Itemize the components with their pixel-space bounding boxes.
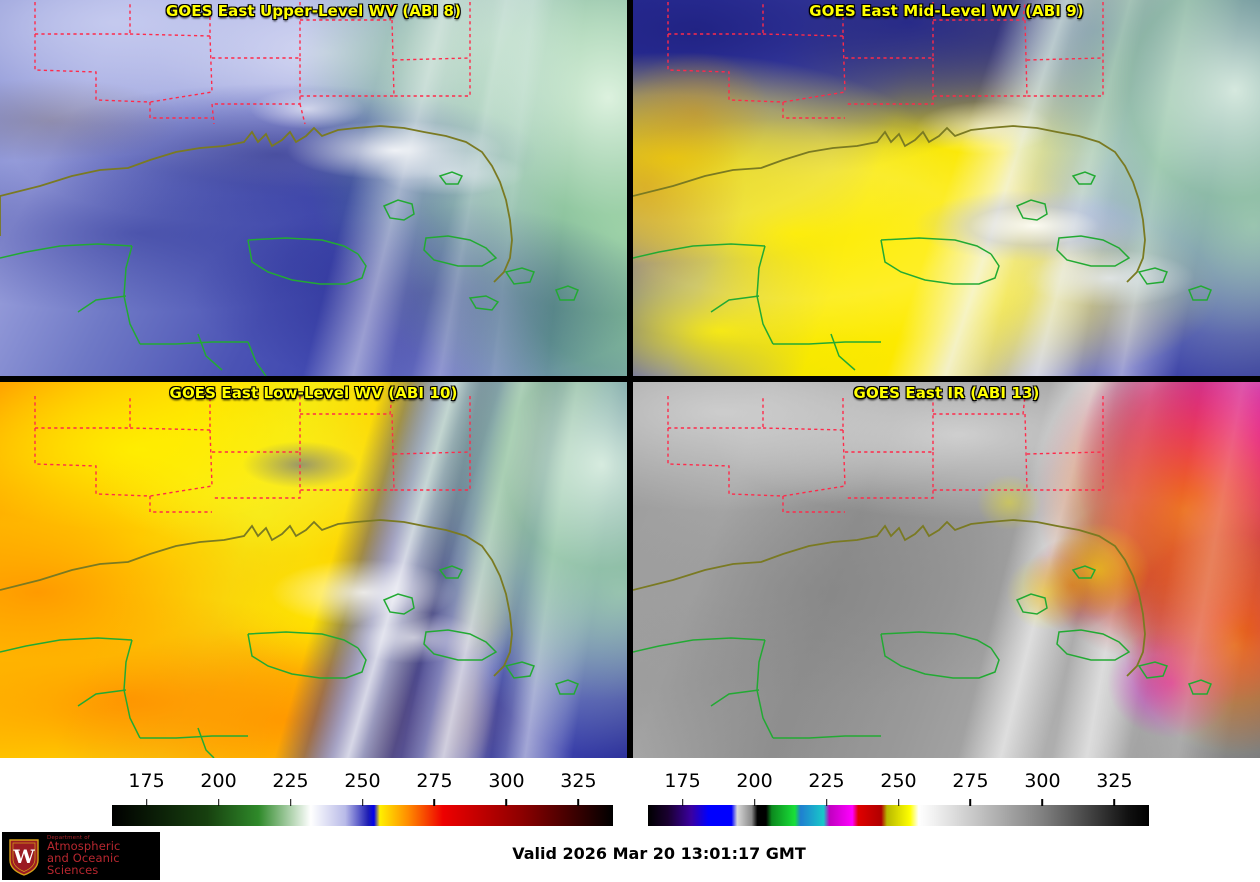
colorbar-wv-ticks: 175 200 225 250 275 300 325: [0, 770, 630, 796]
colorbar-tick-mark: [825, 799, 828, 806]
colorbar-tick-label: 250: [880, 770, 917, 792]
colorbar-tick-mark: [969, 799, 972, 806]
satellite-image-abi10: [0, 382, 627, 758]
valid-time-text: Valid 2026 Mar 20 13:01:17 GMT: [512, 844, 806, 863]
colorbar-ir-gradient: [648, 805, 1149, 826]
colorbar-tick-label: 175: [664, 770, 701, 792]
colorbar-tick-label: 175: [128, 770, 165, 792]
logo-name-line1: Atmospheric: [47, 839, 121, 854]
colorbar-tick-label: 250: [344, 770, 381, 792]
footer: W Department of Atmospheric and Oceanic …: [0, 830, 1260, 882]
uw-aos-logo[interactable]: W Department of Atmospheric and Oceanic …: [2, 832, 160, 880]
uw-crest-icon: W: [7, 836, 41, 876]
colorbar-tick-mark: [681, 799, 684, 806]
satellite-image-abi13: [633, 382, 1260, 758]
satellite-image-abi08: [0, 0, 627, 376]
colorbar-tick-mark: [897, 799, 900, 806]
panel-title-abi10: GOES East Low-Level WV (ABI 10): [169, 384, 458, 402]
colorbar-tick-label: 300: [1024, 770, 1061, 792]
logo-text-block: Department of Atmospheric and Oceanic Sc…: [47, 834, 160, 877]
colorbar-tick-mark: [433, 799, 436, 806]
colorbar-tick-label: 275: [952, 770, 989, 792]
colorbar-tick-mark: [753, 799, 756, 806]
panel-abi13[interactable]: GOES East IR (ABI 13): [633, 382, 1260, 758]
svg-text:W: W: [12, 846, 35, 868]
logo-dept-line: Department of: [47, 834, 90, 841]
colorbar-tick-mark: [1041, 799, 1044, 806]
valid-time-label: Valid 2026 Mar 20 13:01:17 GMT: [0, 844, 1260, 863]
colorbar-tick-label: 200: [200, 770, 237, 792]
colorbar-tick-label: 275: [416, 770, 453, 792]
panel-title-abi08: GOES East Upper-Level WV (ABI 8): [165, 2, 462, 20]
colorbar-tick-label: 200: [736, 770, 773, 792]
panel-grid: GOES East Upper-Level WV (ABI 8): [0, 0, 1260, 758]
colorbar-ir[interactable]: 175 200 225 250 275 300 325: [630, 758, 1260, 830]
panel-abi10[interactable]: GOES East Low-Level WV (ABI 10): [0, 382, 627, 758]
colorbar-tick-mark: [361, 799, 364, 806]
satellite-image-abi09: [633, 0, 1260, 376]
colorbar-tick-mark: [145, 799, 148, 806]
logo-name-line2: and Oceanic Sciences: [47, 850, 120, 877]
colorbar-wv[interactable]: 175 200 225 250 275 300 325: [0, 758, 630, 830]
colorbar-tick-mark: [505, 799, 508, 806]
panel-abi09[interactable]: GOES East Mid-Level WV (ABI 9): [633, 0, 1260, 376]
colorbar-tick-label: 225: [272, 770, 309, 792]
colorbar-tick-mark: [1113, 799, 1116, 806]
colorbar-tick-label: 325: [560, 770, 597, 792]
colorbar-tick-mark: [217, 799, 220, 806]
colorbar-tick-label: 300: [488, 770, 525, 792]
panel-abi08[interactable]: GOES East Upper-Level WV (ABI 8): [0, 0, 627, 376]
colorbar-wv-gradient: [112, 805, 613, 826]
colorbar-ir-ticks: 175 200 225 250 275 300 325: [630, 770, 1260, 796]
panel-title-abi09: GOES East Mid-Level WV (ABI 9): [809, 2, 1084, 20]
colorbar-tick-label: 325: [1096, 770, 1133, 792]
colorbar-tick-mark: [289, 799, 292, 806]
panel-title-abi13: GOES East IR (ABI 13): [853, 384, 1040, 402]
colorbar-tick-mark: [577, 799, 580, 806]
colorbar-tick-label: 225: [808, 770, 845, 792]
